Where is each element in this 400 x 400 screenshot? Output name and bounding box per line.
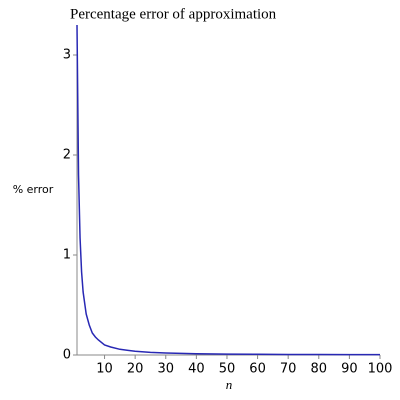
x-tick-label: 20: [127, 362, 144, 377]
x-tick-label: 90: [341, 362, 358, 377]
x-tick-label: 60: [249, 362, 266, 377]
x-tick-label: 40: [188, 362, 205, 377]
data-line: [76, 24, 381, 356]
y-tick-label: 3: [63, 48, 71, 63]
x-tick-label: 50: [219, 362, 236, 377]
x-tick-label: 70: [280, 362, 297, 377]
y-axis-label: % error: [13, 183, 54, 196]
x-axis-label: n: [226, 377, 233, 392]
chart-title: Percentage error of approximation: [70, 6, 277, 22]
y-tick-label: 0: [63, 348, 71, 363]
y-tick-label: 1: [63, 248, 71, 263]
x-tick-label: 10: [96, 362, 113, 377]
y-tick-label: 2: [63, 148, 71, 163]
x-tick-label: 100: [368, 362, 393, 377]
x-tick-label: 80: [311, 362, 328, 377]
x-tick-label: 30: [157, 362, 174, 377]
